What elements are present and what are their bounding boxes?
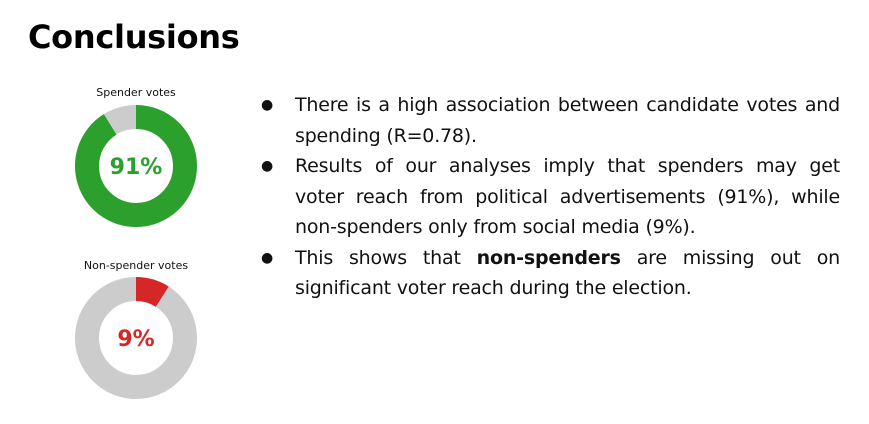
bullet-marker-icon: ● — [261, 249, 274, 266]
conclusions-list: ● There is a high association between ca… — [258, 90, 840, 304]
non-spender-votes-percent: 9% — [117, 327, 154, 352]
bullet-results: ● Results of our analyses imply that spe… — [258, 151, 840, 243]
spender-votes-caption: Spender votes — [96, 86, 176, 99]
non-spender-votes-donut: 9% — [75, 277, 197, 399]
bullet-text: There is a high association between cand… — [295, 94, 840, 147]
bullet-text: Results of our analyses imply that spend… — [295, 155, 840, 238]
bullet-marker-icon: ● — [261, 97, 274, 113]
bullet-association: ● There is a high association between ca… — [258, 90, 840, 151]
spender-votes-percent: 91% — [110, 155, 163, 180]
non-spender-votes-caption: Non-spender votes — [83, 259, 189, 272]
bullet-marker-icon: ● — [261, 158, 274, 174]
donut-value-arc — [75, 277, 197, 399]
slide-title: Conclusions — [28, 18, 240, 56]
spender-votes-donut: 91% — [75, 105, 197, 227]
donut-value-arc — [75, 105, 197, 227]
bullet-text-end: are missing out on significant voter rea… — [295, 246, 840, 300]
bullet-implication: ● This shows that non-spenders are missi… — [258, 243, 840, 304]
bullet-emphasis: non-spenders — [476, 246, 621, 269]
bullet-text-start: This shows that — [295, 246, 477, 269]
